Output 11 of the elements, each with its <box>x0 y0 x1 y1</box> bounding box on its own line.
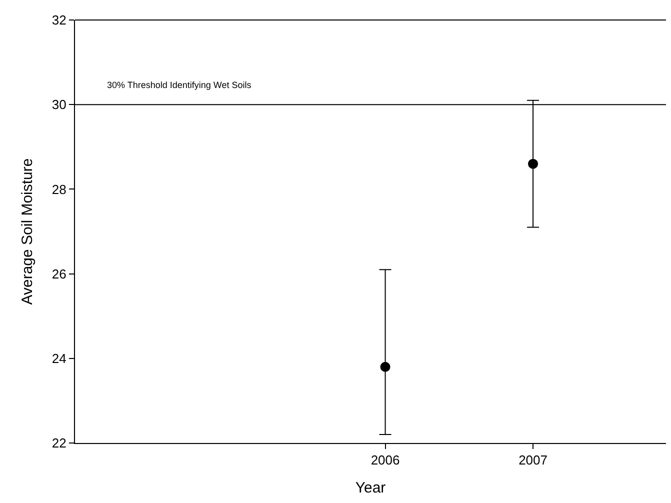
y-tick-label: 28 <box>52 182 66 197</box>
x-axis-title: Year <box>355 480 386 497</box>
y-tick-label: 30 <box>52 97 66 112</box>
y-axis-title: Average Soil Moisture <box>19 158 36 305</box>
y-tick-label: 22 <box>52 436 66 451</box>
y-tick-label: 24 <box>52 350 66 366</box>
y-tick-label: 32 <box>52 12 66 28</box>
x-tick-label: 2007 <box>518 452 548 468</box>
ref-line-label: 30% Threshold Identifying Wet Soils <box>107 80 252 90</box>
x-tick-label: 2006 <box>370 452 400 468</box>
y-tick-label: 26 <box>52 266 66 282</box>
